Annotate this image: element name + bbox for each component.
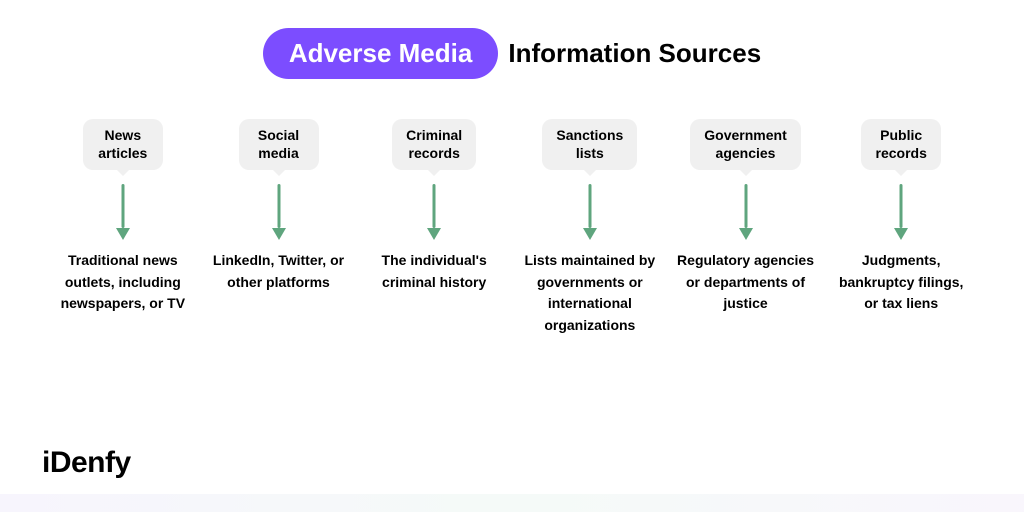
- columns-container: Newsarticles Traditional news outlets, i…: [0, 79, 1024, 337]
- arrow-icon: [427, 184, 441, 240]
- chip-government-agencies: Governmentagencies: [690, 119, 800, 170]
- title-pill: Adverse Media: [263, 28, 499, 79]
- desc-public-records: Judgments, bankruptcy filings, or tax li…: [831, 250, 971, 315]
- column-social-media: Socialmedia LinkedIn, Twitter, or other …: [206, 119, 352, 337]
- title-row: Adverse Media Information Sources: [0, 0, 1024, 79]
- footer-gradient: [0, 494, 1024, 512]
- desc-government-agencies: Regulatory agencies or departments of ju…: [676, 250, 816, 315]
- chip-sanctions-lists: Sanctionslists: [542, 119, 637, 170]
- column-sanctions-lists: Sanctionslists Lists maintained by gover…: [517, 119, 663, 337]
- desc-news-articles: Traditional news outlets, including news…: [53, 250, 193, 315]
- brand-logo: iDenfy: [42, 446, 131, 480]
- arrow-icon: [272, 184, 286, 240]
- chip-criminal-records: Criminalrecords: [392, 119, 476, 170]
- column-public-records: Publicrecords Judgments, bankruptcy fili…: [828, 119, 974, 337]
- column-news-articles: Newsarticles Traditional news outlets, i…: [50, 119, 196, 337]
- column-government-agencies: Governmentagencies Regulatory agencies o…: [673, 119, 819, 337]
- chip-news-articles: Newsarticles: [83, 119, 163, 170]
- column-criminal-records: Criminalrecords The individual's crimina…: [361, 119, 507, 337]
- arrow-icon: [116, 184, 130, 240]
- desc-social-media: LinkedIn, Twitter, or other platforms: [209, 250, 349, 293]
- arrow-icon: [894, 184, 908, 240]
- chip-public-records: Publicrecords: [861, 119, 941, 170]
- desc-criminal-records: The individual's criminal history: [364, 250, 504, 293]
- arrow-icon: [583, 184, 597, 240]
- desc-sanctions-lists: Lists maintained by governments or inter…: [520, 250, 660, 337]
- chip-social-media: Socialmedia: [239, 119, 319, 170]
- arrow-icon: [739, 184, 753, 240]
- title-rest: Information Sources: [508, 38, 761, 69]
